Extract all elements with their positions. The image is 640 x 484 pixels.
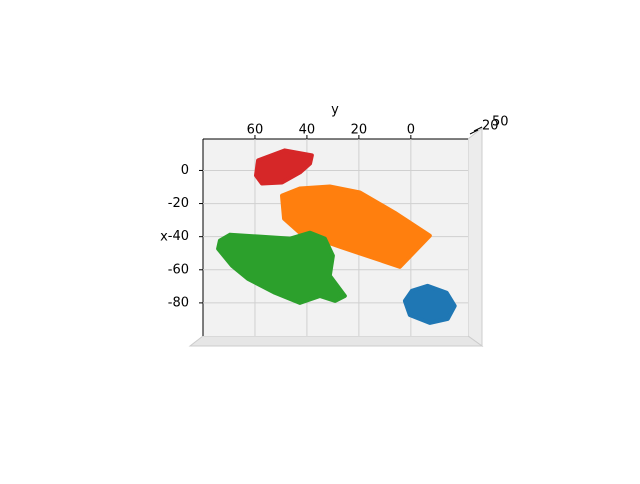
- y-tick-label: 0: [407, 123, 415, 138]
- side-pane: [467, 126, 483, 347]
- y-tick-label: 40: [299, 123, 316, 138]
- x-tick-label: -40: [168, 229, 189, 244]
- z-tick-label: 50: [492, 115, 509, 130]
- y-axis-label: y: [331, 103, 339, 118]
- point-cloud: [402, 283, 457, 325]
- bottom-pane: [188, 335, 484, 347]
- tick-mark: [469, 129, 479, 135]
- x-tick-label: -60: [168, 262, 189, 277]
- x-tick-label: -20: [168, 196, 189, 211]
- z-tick-label: 20: [482, 119, 499, 134]
- y-tick-label: 20: [351, 123, 368, 138]
- point-cloud: [254, 148, 314, 186]
- point-cloud: [279, 184, 432, 269]
- tick-mark: [473, 126, 483, 132]
- point-cloud: [216, 230, 347, 305]
- x-axis-label: x: [160, 230, 168, 245]
- x-tick-label: 0: [181, 163, 189, 178]
- y-tick-label: 60: [247, 123, 264, 138]
- x-tick-label: -80: [168, 295, 189, 310]
